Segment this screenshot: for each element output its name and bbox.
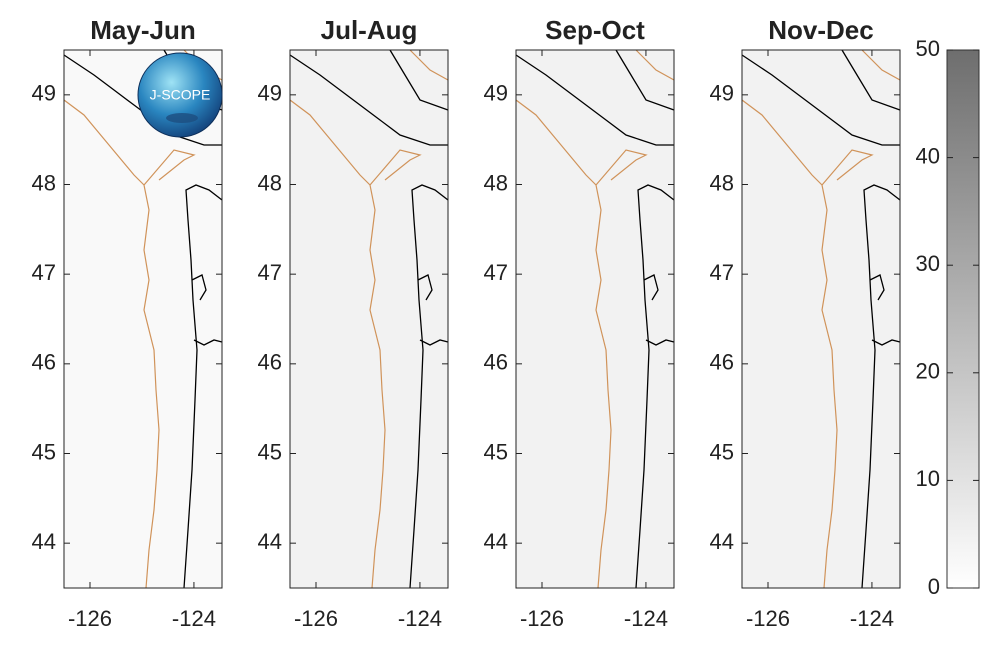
logo-badge [137,52,223,138]
lat-tick-label: 44 [258,529,282,554]
lat-tick-label: 49 [258,81,282,106]
lat-tick-label: 47 [710,260,734,285]
map-panel: Sep-Oct 44 45 46 47 48 49 -126 -124 [484,15,675,631]
panel-title: May-Jun [90,15,195,45]
lat-tick-label: 46 [484,350,508,375]
map-panel: Jul-Aug 44 45 46 47 48 49 -126 -124 [258,15,449,631]
lon-tick-label: -124 [398,606,442,631]
lon-tick-label: -124 [172,606,216,631]
lat-tick-label: 46 [258,350,282,375]
colorbar-tick-label: 0 [928,574,940,599]
panel-title: Sep-Oct [545,15,645,45]
logo-text: J-SCOPE [150,87,211,103]
lat-tick-label: 49 [710,81,734,106]
lat-tick-label: 49 [32,81,56,106]
lon-tick-label: -126 [520,606,564,631]
lat-tick-label: 48 [710,170,734,195]
lat-tick-label: 45 [710,439,734,464]
colorbar-tick-label: 20 [916,359,940,384]
lon-tick-label: -126 [746,606,790,631]
lat-tick-label: 48 [32,170,56,195]
lat-tick-label: 47 [258,260,282,285]
map-background [64,50,222,588]
map-panel: May-Jun 44 45 46 47 48 49 -126 -124 [32,15,223,631]
lat-tick-label: 47 [32,260,56,285]
colorbar-tick-label: 10 [916,466,940,491]
lat-tick-label: 47 [484,260,508,285]
lat-tick-label: 45 [484,439,508,464]
panel-title: Jul-Aug [321,15,418,45]
lon-tick-label: -124 [850,606,894,631]
map-frame [741,49,901,589]
colorbar-tick-label: 40 [916,143,940,168]
map-frame [289,49,449,589]
lat-tick-label: 46 [710,350,734,375]
lat-tick-label: 45 [258,439,282,464]
map-frame [515,49,675,589]
lat-tick-label: 44 [484,529,508,554]
map-frame [63,49,223,589]
panel-title: Nov-Dec [768,15,873,45]
lat-tick-label: 45 [32,439,56,464]
map-background [742,50,900,588]
lat-tick-label: 49 [484,81,508,106]
lat-tick-label: 46 [32,350,56,375]
logo-fish [166,113,198,123]
map-background [290,50,448,588]
lon-tick-label: -126 [68,606,112,631]
lat-tick-label: 48 [258,170,282,195]
lat-tick-label: 44 [710,529,734,554]
lat-tick-label: 48 [484,170,508,195]
logo: J-SCOPE [137,52,223,138]
colorbar-tick-label: 30 [916,251,940,276]
lon-tick-label: -124 [624,606,668,631]
lat-tick-label: 44 [32,529,56,554]
map-background [516,50,674,588]
lon-tick-label: -126 [294,606,338,631]
colorbar-tick-label: 50 [916,36,940,61]
colorbar [946,49,980,589]
map-panel: Nov-Dec 44 45 46 47 48 49 -126 -124 [710,15,901,631]
